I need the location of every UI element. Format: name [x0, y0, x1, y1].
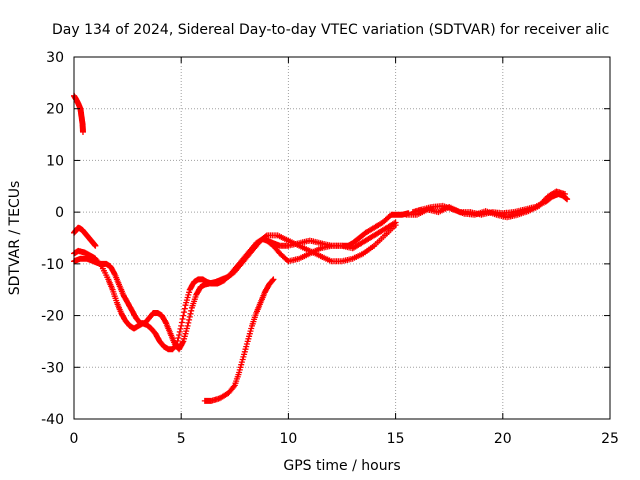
- x-tick-label: 15: [387, 431, 405, 447]
- data-point-markers: [71, 92, 86, 135]
- plot-frame: [73, 56, 611, 420]
- x-tick-label: 25: [601, 431, 619, 447]
- x-tick-label: 20: [494, 431, 512, 447]
- axis-ticks: 0 5 10 15 20 25 -40 -30 -20 -10 0 10 20 30: [41, 50, 619, 447]
- y-tick-label: -40: [41, 412, 64, 428]
- y-tick-label: 0: [55, 205, 64, 221]
- data-point-markers: [403, 191, 571, 218]
- series-arc-5: [201, 276, 277, 404]
- data-point-markers: [409, 188, 568, 221]
- data-point-markers: [71, 222, 399, 353]
- data-marks: [71, 92, 571, 404]
- series-arc-1: [71, 92, 86, 135]
- y-tick-label: 20: [46, 102, 64, 118]
- series-arc-4: [71, 222, 399, 353]
- y-tick-label: 30: [46, 50, 64, 66]
- y-tick-label: -10: [41, 257, 64, 273]
- series-arc-2: [71, 224, 99, 249]
- data-point-markers: [264, 210, 412, 249]
- x-tick-label: 10: [279, 431, 297, 447]
- grid: [74, 57, 610, 419]
- chart-title: Day 134 of 2024, Sidereal Day-to-day VTE…: [52, 22, 609, 38]
- data-point-markers: [71, 224, 99, 249]
- y-tick-label: -20: [41, 309, 64, 325]
- y-tick-label: -30: [41, 360, 64, 376]
- y-axis-title: SDTVAR / TECUs: [7, 181, 23, 296]
- x-tick-label: 0: [70, 431, 79, 447]
- x-axis-title: GPS time / hours: [283, 458, 400, 474]
- data-point-markers: [201, 276, 277, 404]
- series-arc-7: [403, 191, 571, 218]
- y-tick-label: 10: [46, 153, 64, 169]
- x-tick-label: 5: [177, 431, 186, 447]
- series-arc-8: [409, 188, 568, 221]
- series-arc-6: [264, 210, 412, 249]
